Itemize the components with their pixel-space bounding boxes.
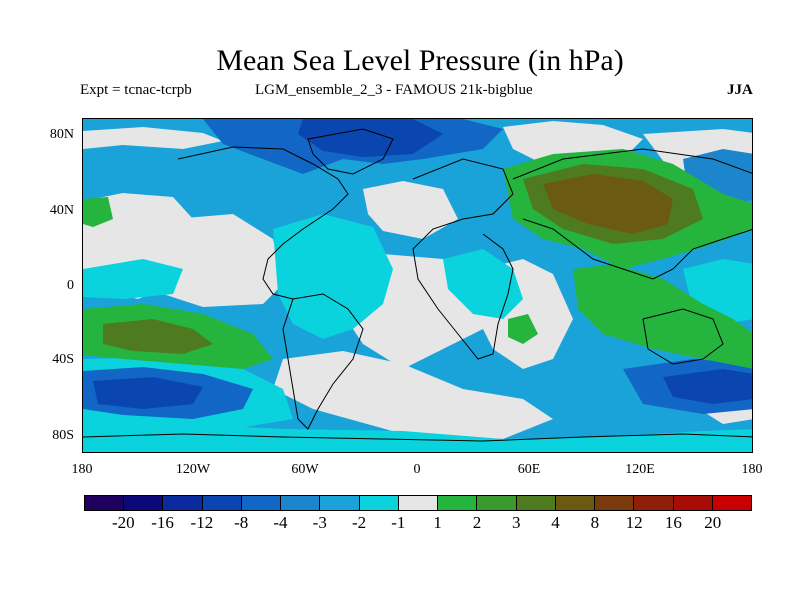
neutral-zone-atlantic [363,181,458,239]
lat-label-40n: 40N [49,203,74,218]
colorbar-tick-label: 2 [472,513,482,532]
lon-label-120w: 120W [175,462,211,477]
colorbar-box [477,496,517,510]
lon-label-60w: 60W [291,462,319,477]
colorbar-tick-label: -1 [391,513,406,532]
colorbar [84,495,752,511]
colorbar-box [241,496,282,510]
coastline-antarctica [83,433,752,442]
experiment-label: Expt = tcnac-tcrpb [80,82,192,98]
light-blue-zone-indian [443,249,523,319]
coastline-greenland [307,128,394,175]
neutral-zone-east-pacific [163,214,283,307]
neutral-zone-arctic [83,127,223,149]
colorbar-box [712,496,751,510]
pressure-map-canvas [83,119,752,452]
coastlines [83,128,752,442]
green-zone-mediterranean [83,197,113,227]
colorbar-tick-label: -20 [111,513,135,532]
colorbar-tick-label: -4 [273,513,288,532]
colorbar-box [595,496,635,510]
coastline-australia [642,308,724,365]
olive-zone-south-pacific [103,319,213,354]
neutral-zone-southern-ocean [273,351,553,439]
colorbar-box [634,496,674,510]
coastline-north-america [177,146,349,300]
colorbar-tick-label: 1 [433,513,442,532]
green-zone-madagascar [508,314,538,344]
colorbar-tick-label: -2 [351,513,367,532]
light-blue-zone-east-pacific [83,259,183,299]
colorbar-box [555,496,596,510]
colorbar-box [163,496,203,510]
colorbar-tick-label: 3 [511,513,521,532]
colorbar-tick-label: 20 [704,513,722,532]
brown-zone-asia [543,174,673,234]
colorbar-box [673,496,713,510]
lon-label-180-east: 180 [741,462,763,477]
colorbar-box [359,496,399,510]
colorbar-tick-label: 8 [590,513,600,532]
deep-blue-zone-south-pacific-core [93,377,203,409]
colorbar-box [438,496,478,510]
deep-blue-zone-south-indian-core [663,369,752,404]
lon-label-180-west: 180 [71,462,93,477]
colorbar-box [320,496,360,510]
colorbar-box [516,496,556,510]
colorbar-tick-label: -3 [312,513,327,532]
coastline-asia [512,148,752,280]
colorbar-box [124,496,164,510]
colorbar-tick-label: -8 [234,513,249,532]
coastline-europe-africa [412,158,514,360]
colorbar-box [202,496,242,510]
deep-blue-zone-arctic-core [298,119,443,157]
lon-label-0: 0 [413,462,421,477]
colorbar-tick-label: 16 [664,513,682,532]
ensemble-label: LGM_ensemble_2_3 - FAMOUS 21k-bigblue [255,82,533,98]
colorbar-tick-label: 4 [551,513,560,532]
green-zone-indian-ocean [573,264,752,369]
lat-label-80s: 80S [52,428,74,443]
map-title: Mean Sea Level Pressure (in hPa) [216,44,624,77]
colorbar-tick-label: -16 [151,513,174,532]
lon-label-120e: 120E [625,462,655,477]
colorbar-box [281,496,321,510]
colorbar-tick-label: -12 [190,513,214,532]
pressure-map [82,118,753,453]
colorbar-box [398,496,439,510]
colorbar-box [85,496,125,510]
lat-label-40s: 40S [52,352,74,367]
light-blue-zone-tropical-atlantic [273,214,393,339]
season-label: JJA [727,82,753,98]
lat-label-equator: 0 [67,278,74,293]
coastline-south-america [282,293,364,430]
light-blue-zone-antarctic [83,419,752,452]
lat-label-80n: 80N [49,127,74,142]
colorbar-tick-label: 12 [625,513,643,532]
lon-label-60e: 60E [517,462,541,477]
